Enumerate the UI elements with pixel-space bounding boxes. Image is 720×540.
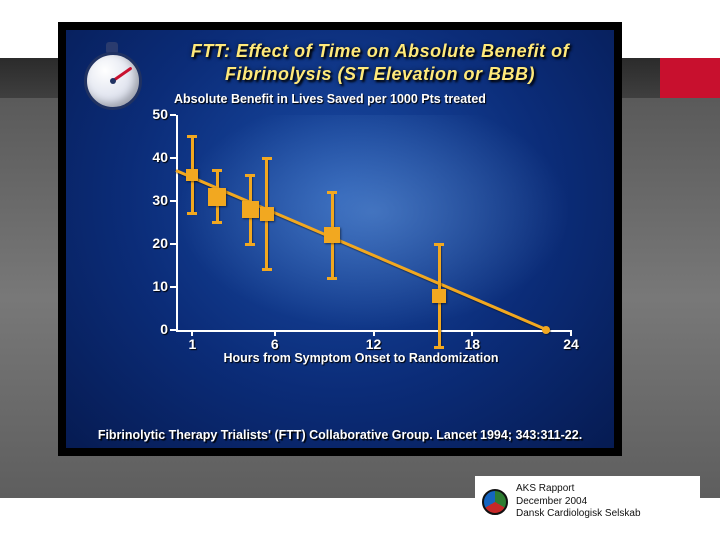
- slide-background: FTT: Effect of Time on Absolute Benefit …: [66, 30, 614, 448]
- chart-area: Hours from Symptom Onset to Randomizatio…: [146, 110, 576, 365]
- y-tick-label: 0: [142, 321, 168, 337]
- title-line-2: Fibrinolysis (ST Elevation or BBB): [156, 63, 604, 86]
- y-tick-label: 20: [142, 235, 168, 251]
- y-tick: [170, 329, 176, 331]
- error-bar-cap: [187, 212, 197, 215]
- y-tick: [170, 286, 176, 288]
- society-logo-icon: [482, 489, 508, 515]
- slide-title: FTT: Effect of Time on Absolute Benefit …: [156, 40, 604, 85]
- y-tick: [170, 200, 176, 202]
- page-root: FTT: Effect of Time on Absolute Benefit …: [0, 0, 720, 540]
- title-line-1: FTT: Effect of Time on Absolute Benefit …: [156, 40, 604, 63]
- y-tick-label: 50: [142, 106, 168, 122]
- y-tick-label: 40: [142, 149, 168, 165]
- error-bar-cap: [212, 169, 222, 172]
- x-tick-label: 18: [460, 336, 484, 352]
- error-bar-cap: [327, 277, 337, 280]
- y-tick: [170, 243, 176, 245]
- y-tick: [170, 157, 176, 159]
- x-tick-label: 24: [559, 336, 583, 352]
- error-bar-cap: [245, 243, 255, 246]
- data-point: [324, 227, 340, 243]
- stopwatch-icon: [80, 42, 146, 114]
- y-tick: [170, 114, 176, 116]
- y-tick-label: 30: [142, 192, 168, 208]
- regression-end-marker: [542, 326, 550, 334]
- x-tick-label: 1: [180, 336, 204, 352]
- header-red-accent: [660, 58, 720, 98]
- error-bar-cap: [262, 157, 272, 160]
- footer-attribution: AKS Rapport December 2004 Dansk Cardiolo…: [475, 476, 700, 528]
- footer-line-2: December 2004: [516, 496, 641, 509]
- footer-line-3: Dansk Cardiologisk Selskab: [516, 508, 641, 521]
- data-point: [242, 201, 259, 218]
- footer-text-block: AKS Rapport December 2004 Dansk Cardiolo…: [516, 483, 641, 521]
- y-axis: [176, 115, 178, 330]
- error-bar-cap: [434, 346, 444, 349]
- error-bar-cap: [187, 135, 197, 138]
- error-bar-cap: [262, 268, 272, 271]
- data-point: [432, 289, 446, 303]
- x-tick-label: 12: [362, 336, 386, 352]
- x-tick-label: 6: [263, 336, 287, 352]
- error-bar-cap: [245, 174, 255, 177]
- error-bar-cap: [434, 243, 444, 246]
- slide-frame: FTT: Effect of Time on Absolute Benefit …: [60, 24, 620, 454]
- data-point: [186, 169, 198, 181]
- x-axis-label: Hours from Symptom Onset to Randomizatio…: [146, 351, 576, 365]
- footer-line-1: AKS Rapport: [516, 483, 641, 496]
- data-point: [208, 188, 226, 206]
- error-bar-cap: [212, 221, 222, 224]
- chart-subtitle: Absolute Benefit in Lives Saved per 1000…: [174, 92, 486, 106]
- y-tick-label: 10: [142, 278, 168, 294]
- data-point: [260, 207, 274, 221]
- error-bar-cap: [327, 191, 337, 194]
- plot-area: [176, 115, 571, 330]
- citation-text: Fibrinolytic Therapy Trialists' (FTT) Co…: [66, 428, 614, 442]
